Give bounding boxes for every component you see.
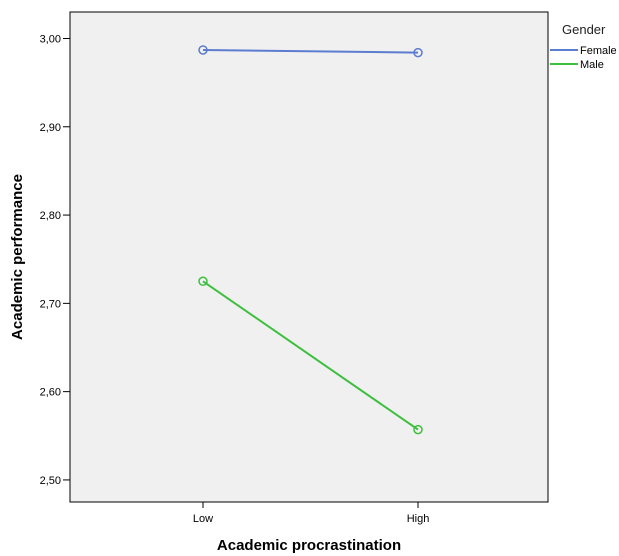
y-axis-title: Academic performance [9,174,26,340]
series-line-male [202,280,419,431]
x-axis-title: Academic procrastination [217,537,401,554]
x-tick-label: High [407,513,430,525]
y-tick-label: 2,60 [40,387,61,399]
plot-area [69,11,549,503]
legend: Gender Female Male [550,22,617,71]
data-point-male [198,276,208,287]
legend-title: Gender [562,22,606,37]
data-point-male [413,424,423,435]
y-tick-label: 2,50 [40,475,61,487]
legend-items: Female Male [550,45,617,71]
y-tick-label: 3,00 [40,33,61,45]
y-tick-label: 2,90 [40,122,61,134]
x-tick-label: Low [193,513,213,525]
legend-label-male: Male [580,59,604,71]
y-axis: 2,50 2,60 2,70 2,80 2,90 3,00 [40,33,70,487]
data-point-female [413,47,423,58]
legend-label-female: Female [580,45,617,57]
series-line-female [202,48,419,54]
data-point-female [198,45,208,55]
y-tick-label: 2,70 [40,298,61,310]
series-layer [198,45,423,435]
x-axis: Low High [193,502,429,525]
y-tick-label: 2,80 [40,210,61,222]
